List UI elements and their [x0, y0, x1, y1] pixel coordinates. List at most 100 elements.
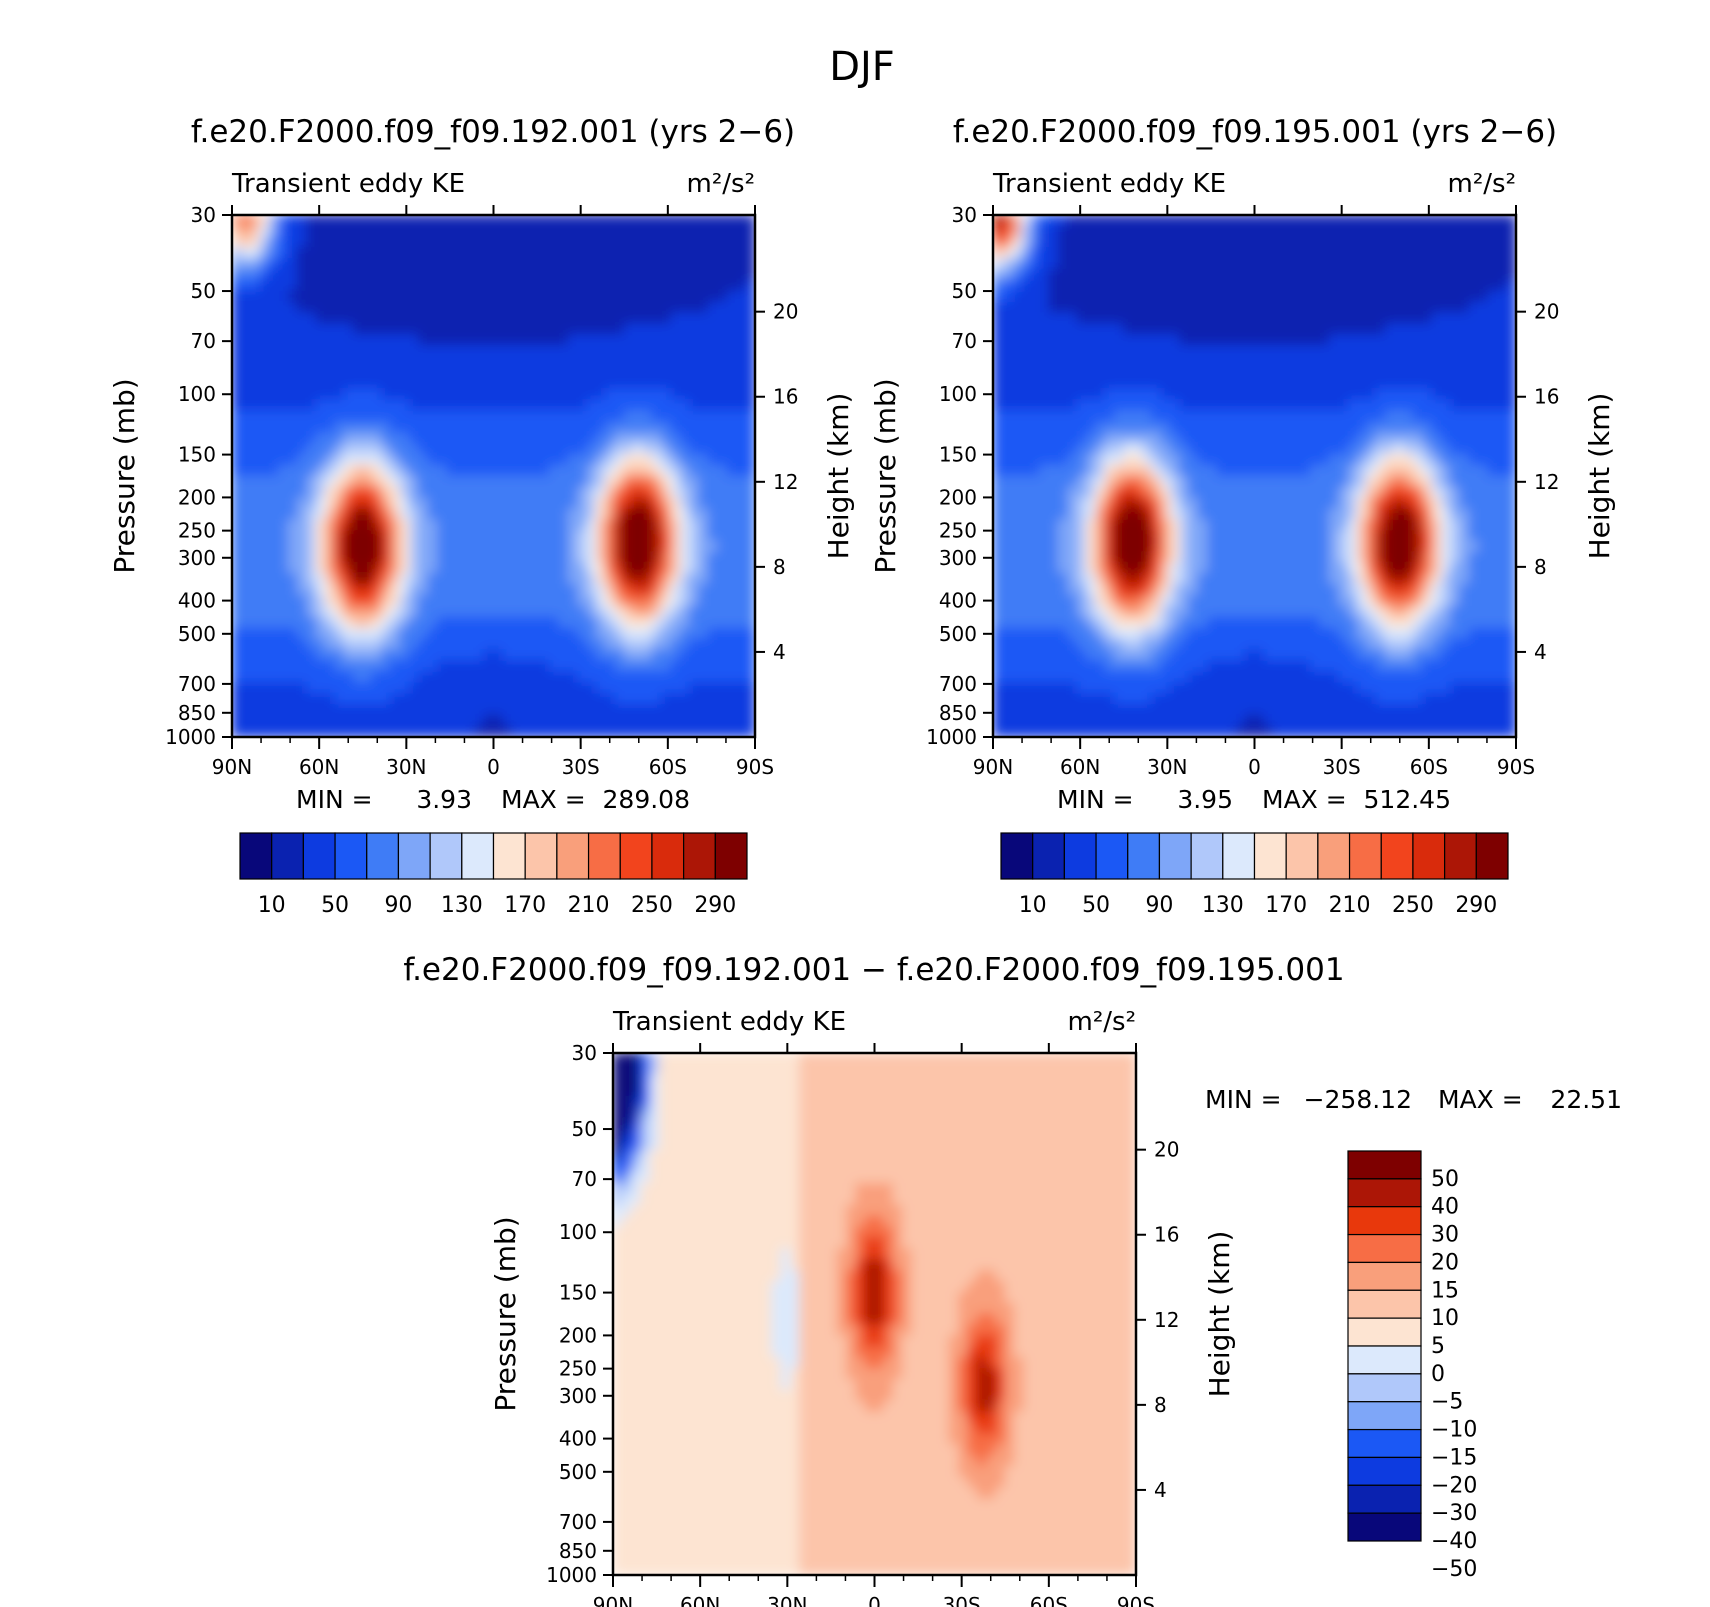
field-cell: [651, 519, 663, 531]
field-cell: [530, 703, 541, 716]
field-cell: [661, 573, 672, 586]
field-cell: [1310, 508, 1321, 520]
y-tick-label: 50: [191, 279, 216, 303]
field-cell: [614, 508, 625, 520]
field-cell: [726, 345, 737, 357]
field-cell: [259, 268, 270, 281]
field-cell: [642, 616, 653, 629]
field-cell: [1169, 236, 1181, 249]
field-cell: [633, 725, 644, 737]
field-cell: [1011, 573, 1022, 586]
field-cell: [427, 247, 438, 259]
field-cell: [735, 334, 747, 346]
field-cell: [567, 660, 579, 673]
field-cell: [493, 236, 504, 249]
field-cell: [1076, 334, 1087, 346]
field-cell: [1216, 355, 1227, 368]
field-cell: [633, 551, 644, 564]
field-cell: [399, 671, 410, 684]
field-cell: [530, 584, 541, 597]
field-cell: [1020, 682, 1031, 694]
field-cell: [1216, 606, 1227, 618]
field-cell: [1272, 388, 1284, 401]
field-cell: [474, 660, 485, 673]
field-cell: [577, 486, 588, 499]
field-cell: [427, 616, 438, 629]
field-cell: [352, 279, 364, 292]
field-cell: [1151, 682, 1162, 694]
field-cell: [1104, 421, 1115, 433]
field-cell: [399, 442, 410, 455]
field-cell: [343, 279, 354, 292]
field-cell: [614, 421, 625, 433]
field-cell: [1141, 584, 1153, 597]
field-cell: [427, 301, 438, 314]
field-cell: [717, 453, 728, 466]
field-cell: [1356, 290, 1368, 303]
field-cell: [250, 725, 261, 737]
field-cell: [446, 540, 457, 553]
field-cell: [614, 519, 625, 531]
field-cell: [1141, 627, 1153, 640]
field-cell: [595, 649, 607, 662]
field-cell: [1310, 486, 1321, 499]
field-cell: [1188, 486, 1199, 499]
field-cell: [436, 388, 448, 401]
field-cell: [502, 421, 513, 433]
field-cell: [661, 595, 672, 607]
field-cell: [1151, 377, 1162, 390]
field-cell: [679, 486, 691, 499]
field-cell: [745, 334, 755, 346]
field-cell: [1225, 606, 1237, 618]
field-cell: [278, 606, 289, 618]
field-cell: [698, 671, 709, 684]
field-cell: [633, 595, 644, 607]
field-cell: [483, 399, 494, 412]
field-cell: [343, 247, 354, 259]
field-cell: [1263, 410, 1274, 423]
field-cell: [483, 388, 494, 401]
field-cell: [567, 279, 579, 292]
field-cell: [493, 301, 504, 314]
field-cell: [1394, 627, 1405, 640]
field-cell: [1039, 595, 1050, 607]
field-cell: [1254, 682, 1265, 694]
field-cell: [455, 693, 466, 705]
field-cell: [1001, 377, 1013, 390]
field-cell: [1001, 290, 1013, 303]
field-cell: [539, 475, 551, 488]
field-cell: [1356, 584, 1368, 597]
field-cell: [380, 475, 392, 488]
field-cell: [1403, 693, 1414, 705]
field-cell: [1291, 649, 1302, 662]
field-cell: [1057, 551, 1069, 564]
field-cell: [427, 258, 438, 270]
field-cell: [464, 399, 476, 412]
field-cell: [1160, 388, 1171, 401]
field-cell: [1160, 649, 1171, 662]
field-cell: [1067, 410, 1078, 423]
field-cell: [1076, 323, 1087, 336]
field-cell: [1235, 486, 1246, 499]
field-cell: [558, 497, 569, 510]
field-cell: [1244, 497, 1255, 510]
field-cell: [240, 366, 252, 379]
field-cell: [511, 312, 523, 325]
field-cell: [1197, 540, 1209, 553]
field-cell: [240, 290, 252, 303]
field-cell: [1197, 432, 1209, 444]
field-cell: [1216, 562, 1227, 575]
field-cell: [1188, 464, 1199, 477]
field-cell: [1085, 616, 1097, 629]
field-cell: [726, 355, 737, 368]
field-cell: [605, 301, 616, 314]
field-cell: [1263, 497, 1274, 510]
field-cell: [1141, 540, 1153, 553]
field-cell: [493, 508, 504, 520]
field-cell: [1375, 725, 1386, 737]
field-cell: [1141, 421, 1153, 433]
field-cell: [1412, 421, 1424, 433]
field-cell: [614, 453, 625, 466]
field-cell: [1039, 258, 1050, 270]
field-cell: [446, 497, 457, 510]
